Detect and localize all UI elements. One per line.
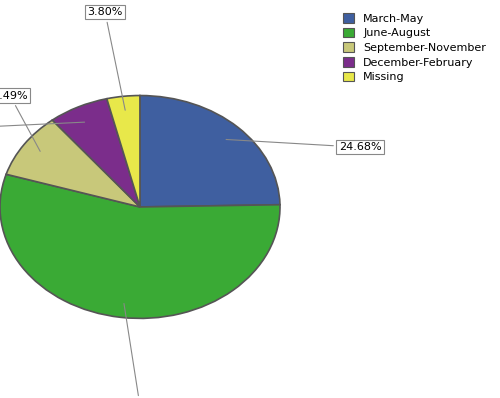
Wedge shape (52, 99, 140, 207)
Text: 9.49%: 9.49% (0, 90, 40, 151)
Text: 55.06%: 55.06% (119, 304, 161, 398)
Wedge shape (140, 96, 280, 207)
Legend: March-May, June-August, September-November, December-February, Missing: March-May, June-August, September-Novemb… (340, 10, 490, 86)
Text: 6.96%: 6.96% (0, 122, 84, 133)
Wedge shape (107, 96, 140, 207)
Text: 24.68%: 24.68% (226, 139, 382, 152)
Wedge shape (0, 174, 280, 318)
Wedge shape (6, 120, 140, 207)
Text: 3.80%: 3.80% (88, 7, 125, 110)
